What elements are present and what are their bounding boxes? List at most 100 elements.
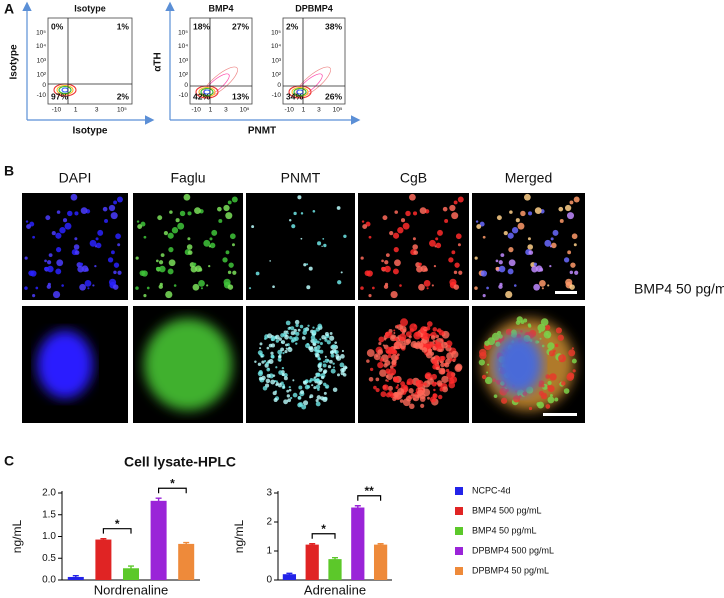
- cell-signal: [569, 284, 575, 290]
- speckle: [441, 386, 449, 393]
- cell-signal: [35, 286, 39, 290]
- speckle: [547, 380, 552, 386]
- cell-signal: [535, 265, 543, 273]
- x-tick-label: 1: [74, 107, 78, 114]
- speckle: [432, 340, 436, 343]
- speckle: [545, 374, 550, 379]
- y-tick-label: -10: [37, 92, 47, 99]
- cell-signal: [434, 245, 437, 248]
- speckle: [314, 340, 317, 344]
- panel-label: A: [4, 1, 14, 17]
- cell-signal: [293, 211, 297, 216]
- speckle: [329, 359, 333, 364]
- cell-signal: [397, 227, 404, 234]
- speckle: [288, 388, 292, 392]
- cell-signal: [453, 284, 460, 290]
- speckle: [281, 340, 286, 345]
- cell-signal: [381, 259, 384, 263]
- significance-label: *: [321, 522, 326, 536]
- quadrant-percent: 13%: [232, 91, 249, 101]
- speckle: [388, 368, 397, 376]
- speckle: [298, 385, 303, 390]
- bar: [95, 539, 112, 580]
- speckle: [280, 347, 285, 352]
- speckle: [332, 362, 335, 365]
- cell-signal: [62, 218, 68, 223]
- cell-signal: [227, 284, 234, 290]
- speckle: [549, 373, 557, 381]
- cell-signal: [498, 260, 503, 265]
- speckle: [400, 381, 405, 387]
- speckle: [554, 397, 559, 402]
- speckle: [286, 389, 290, 393]
- cell-signal: [251, 225, 255, 229]
- speckle: [438, 355, 445, 362]
- speckle: [295, 331, 300, 336]
- plot-title: Isotype: [74, 3, 106, 13]
- cell-signal: [547, 284, 550, 287]
- speckle: [421, 347, 428, 353]
- legend-label: BMP4 500 pg/mL: [472, 505, 542, 515]
- cell-signal: [448, 257, 454, 263]
- speckle: [393, 349, 397, 354]
- y-tick-label: 3: [266, 488, 272, 499]
- speckle: [314, 348, 318, 352]
- cell-signal: [56, 259, 64, 267]
- axis-label: ng/mL: [10, 520, 24, 554]
- cell-signal: [291, 224, 296, 229]
- cell-signal: [368, 235, 372, 239]
- cell-signal: [360, 286, 364, 290]
- speckle: [321, 375, 325, 380]
- cell-signal: [97, 229, 104, 236]
- speckle: [302, 400, 309, 406]
- speckle: [316, 345, 321, 350]
- cell-signal: [569, 270, 574, 275]
- cell-signal: [533, 283, 540, 291]
- cell-signal: [303, 263, 307, 267]
- y-tick-label: 0: [277, 82, 281, 89]
- cell-signal: [136, 220, 140, 223]
- cell-signal: [566, 212, 575, 220]
- speckle: [287, 398, 292, 403]
- speckle: [326, 340, 331, 345]
- cell-signal: [399, 284, 402, 287]
- cell-signal: [412, 237, 416, 241]
- quadrant-percent: 2%: [286, 21, 299, 31]
- speckle: [286, 394, 291, 398]
- cell-signal: [163, 230, 169, 236]
- cell-signal: [160, 253, 165, 258]
- speckle: [396, 324, 400, 327]
- panel-label: C: [4, 453, 14, 469]
- cell-signal: [59, 227, 66, 234]
- cell-signal: [382, 215, 388, 221]
- cell-signal: [453, 270, 458, 275]
- speckle: [317, 357, 320, 361]
- speckle: [368, 376, 374, 382]
- cell-signal: [322, 237, 325, 240]
- cell-signal: [457, 196, 464, 203]
- speckle: [402, 398, 411, 407]
- cell-signal: [454, 262, 460, 268]
- speckle: [447, 345, 451, 349]
- quadrant-percent: 26%: [325, 91, 342, 101]
- cell-signal: [321, 245, 323, 247]
- cell-signal: [360, 256, 364, 260]
- y-tick-label: -10: [272, 92, 282, 99]
- speckle: [441, 375, 449, 384]
- cell-signal: [437, 229, 443, 236]
- speckle: [419, 346, 423, 350]
- column-title: Merged: [505, 170, 552, 186]
- speckle: [379, 358, 384, 362]
- speckle: [516, 316, 523, 323]
- speckle: [322, 370, 327, 374]
- speckle: [312, 329, 317, 334]
- cell-signal: [225, 250, 230, 255]
- speckle: [295, 342, 298, 345]
- column-title: Faglu: [170, 170, 205, 186]
- error-bar: [155, 497, 162, 504]
- axis-label: PNMT: [248, 126, 276, 137]
- cell-signal: [55, 247, 62, 253]
- speckle: [316, 395, 321, 400]
- cell-signal: [137, 224, 143, 229]
- cell-signal: [451, 212, 459, 220]
